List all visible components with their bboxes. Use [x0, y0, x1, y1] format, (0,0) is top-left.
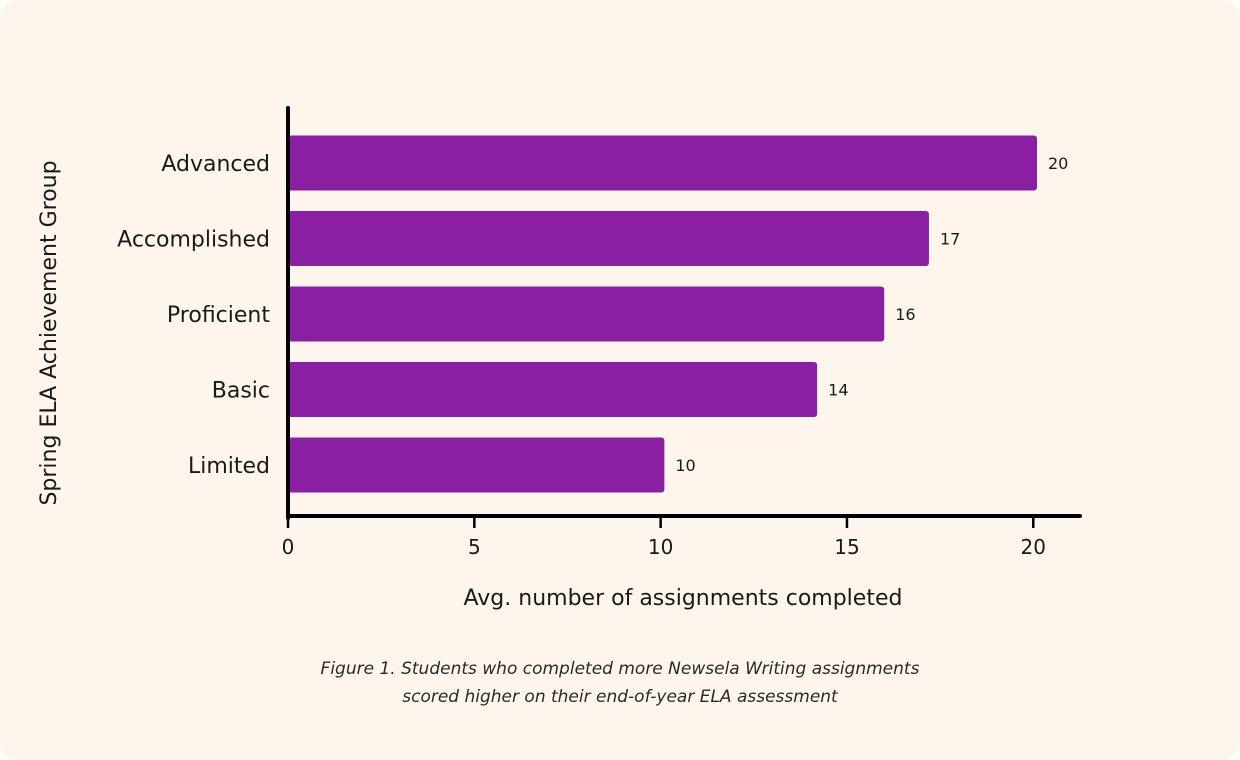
y-axis-title: Spring ELA Achievement Group: [37, 160, 62, 505]
bar-chart: Advanced 20 Accomplished 17 Proficient 16 Basi…: [37, 106, 1082, 611]
x-tick-label-0: 0: [282, 535, 295, 559]
value-label-accomplished: 17: [940, 230, 960, 249]
x-tick-label-5: 5: [468, 535, 481, 559]
category-label-limited: Limited: [188, 454, 270, 479]
x-tick-label-20: 20: [1021, 535, 1046, 559]
caption-line-2: scored higher on their end-of-year ELA a…: [402, 687, 838, 707]
category-label-proficient: Proficient: [167, 303, 270, 328]
category-label-accomplished: Accomplished: [117, 228, 270, 253]
labels-layer: Advanced 20 Accomplished 17 Proficient 16 Basi…: [117, 152, 1068, 559]
value-label-basic: 14: [828, 381, 848, 400]
value-label-advanced: 20: [1048, 154, 1068, 173]
axes-layer: [286, 106, 1082, 528]
category-label-advanced: Advanced: [161, 152, 270, 177]
value-label-proficient: 16: [895, 305, 915, 324]
bar-accomplished: [288, 211, 929, 266]
caption-line-1: Figure 1. Students who completed more Ne…: [320, 659, 920, 679]
bars-layer: [288, 135, 1038, 493]
bar-limited: [288, 437, 665, 493]
bar-basic: [288, 362, 818, 417]
x-axis-title: Avg. number of assignments completed: [464, 586, 903, 611]
bar-advanced: [288, 135, 1038, 191]
x-tick-label-15: 15: [834, 535, 859, 559]
category-label-basic: Basic: [212, 379, 270, 404]
bar-proficient: [288, 286, 885, 342]
figure-caption: Figure 1. Students who completed more Ne…: [0, 655, 1240, 711]
x-tick-label-10: 10: [648, 535, 673, 559]
value-label-limited: 10: [675, 456, 695, 475]
